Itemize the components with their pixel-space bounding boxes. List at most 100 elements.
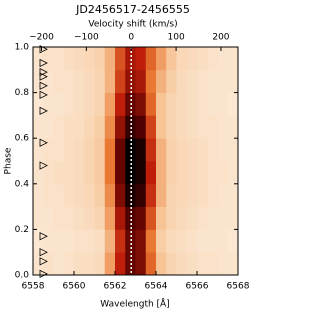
heatmap-cell (33, 92, 44, 116)
heatmap-cell (197, 252, 208, 276)
heatmap-cell (104, 206, 116, 230)
heatmap-cell (63, 138, 75, 162)
heatmap-cell (74, 183, 85, 207)
heatmap-cell (53, 138, 65, 162)
phase-marker (39, 106, 48, 115)
heatmap-cell (125, 47, 136, 71)
heatmap-cell (197, 115, 208, 139)
heatmap-cell (217, 161, 229, 185)
heatmap-cell (176, 183, 188, 207)
heatmap-cell (197, 183, 208, 207)
heatmap-cell (197, 47, 208, 71)
heatmap-cell (84, 252, 95, 276)
heatmap-cell (166, 229, 177, 253)
heatmap-cell (217, 69, 229, 93)
heatmap-cell (156, 47, 167, 71)
heatmap-cell (104, 161, 116, 185)
heatmap-cell (43, 69, 54, 93)
heatmap-cell (156, 206, 167, 230)
heatmap-cell (145, 47, 157, 71)
heatmap-cell (186, 206, 198, 230)
phase-marker (39, 232, 48, 241)
heatmap-cell (43, 138, 54, 162)
heatmap-cell (156, 183, 167, 207)
heatmap-cell (115, 206, 126, 230)
heatmap-cell (33, 183, 44, 207)
heatmap-cell (156, 69, 167, 93)
heatmap-cell (104, 69, 116, 93)
x2-tick-label: 100 (168, 33, 185, 43)
heatmap-cell (166, 92, 177, 116)
heatmap-cell (227, 206, 239, 230)
heatmap-cell (74, 206, 85, 230)
heatmap-cell (207, 183, 218, 207)
heatmap-cell (166, 138, 177, 162)
heatmap-cell (186, 69, 198, 93)
heatmap-cell (227, 92, 239, 116)
heatmap-cell (84, 69, 95, 93)
heatmap-cell (207, 138, 218, 162)
x-tick-label: 6568 (227, 282, 250, 292)
heatmap-cell (186, 252, 198, 276)
heatmap-cell (207, 161, 218, 185)
heatmap-cell (94, 183, 106, 207)
heatmap-cell (63, 92, 75, 116)
heatmap-cell (53, 47, 65, 71)
heatmap-cell (207, 252, 218, 276)
heatmap-cell (166, 252, 177, 276)
heatmap-cell (156, 92, 167, 116)
heatmap-cell (135, 161, 147, 185)
heatmap-cell (197, 161, 208, 185)
heatmap-cell (207, 206, 218, 230)
phase-marker (39, 81, 48, 90)
heatmap-cell (53, 92, 65, 116)
heatmap-cell (166, 161, 177, 185)
heatmap-cell (176, 92, 188, 116)
heatmap-cell (145, 115, 157, 139)
heatmap-cell (74, 138, 85, 162)
y-tick-label: 0.2 (15, 225, 29, 235)
heatmap-cell (74, 115, 85, 139)
heatmap-cell (186, 183, 198, 207)
phase-marker (39, 90, 48, 100)
heatmap-cell (94, 69, 106, 93)
heatmap-cell (53, 69, 65, 93)
heatmap-cell (227, 138, 239, 162)
heatmap-cell (94, 229, 106, 253)
heatmap-cell (115, 115, 126, 139)
heatmap-cell (84, 92, 95, 116)
x2-tick-label: −200 (29, 33, 54, 43)
y-tick-label: 0.0 (15, 271, 30, 281)
x-tick-label: 6558 (22, 282, 45, 292)
heatmap-cell (156, 229, 167, 253)
heatmap-cell (63, 47, 75, 71)
heatmap-cell (166, 69, 177, 93)
heatmap-cell (104, 252, 116, 276)
heatmap-cell (217, 252, 229, 276)
phase-marker (39, 138, 48, 147)
x2-tick-label: 0 (128, 33, 134, 43)
heatmap-cell (63, 183, 75, 207)
plot-frame (32, 46, 239, 276)
heatmap-cell (145, 69, 157, 93)
heatmap-cell (197, 138, 208, 162)
heatmap-cell (94, 115, 106, 139)
x-tick-label: 6560 (63, 282, 86, 292)
heatmap-cell (156, 138, 167, 162)
heatmap-cell (176, 206, 188, 230)
heatmap-cell (63, 161, 75, 185)
phase-marker (39, 161, 48, 170)
heatmap-cell (166, 47, 177, 71)
heatmap-cell (186, 138, 198, 162)
heatmap-cell (94, 138, 106, 162)
heatmap-cell (94, 161, 106, 185)
heatmap-cell (115, 92, 126, 116)
heatmap-cell (84, 229, 95, 253)
heatmap-cell (43, 229, 54, 253)
heatmap-cell (135, 69, 147, 93)
heatmap-cell (135, 115, 147, 139)
x-axis-label: Wavelength [Å] (100, 298, 169, 310)
heatmap-cell (217, 115, 229, 139)
heatmap-cell (217, 92, 229, 116)
heatmap-cell (197, 206, 208, 230)
